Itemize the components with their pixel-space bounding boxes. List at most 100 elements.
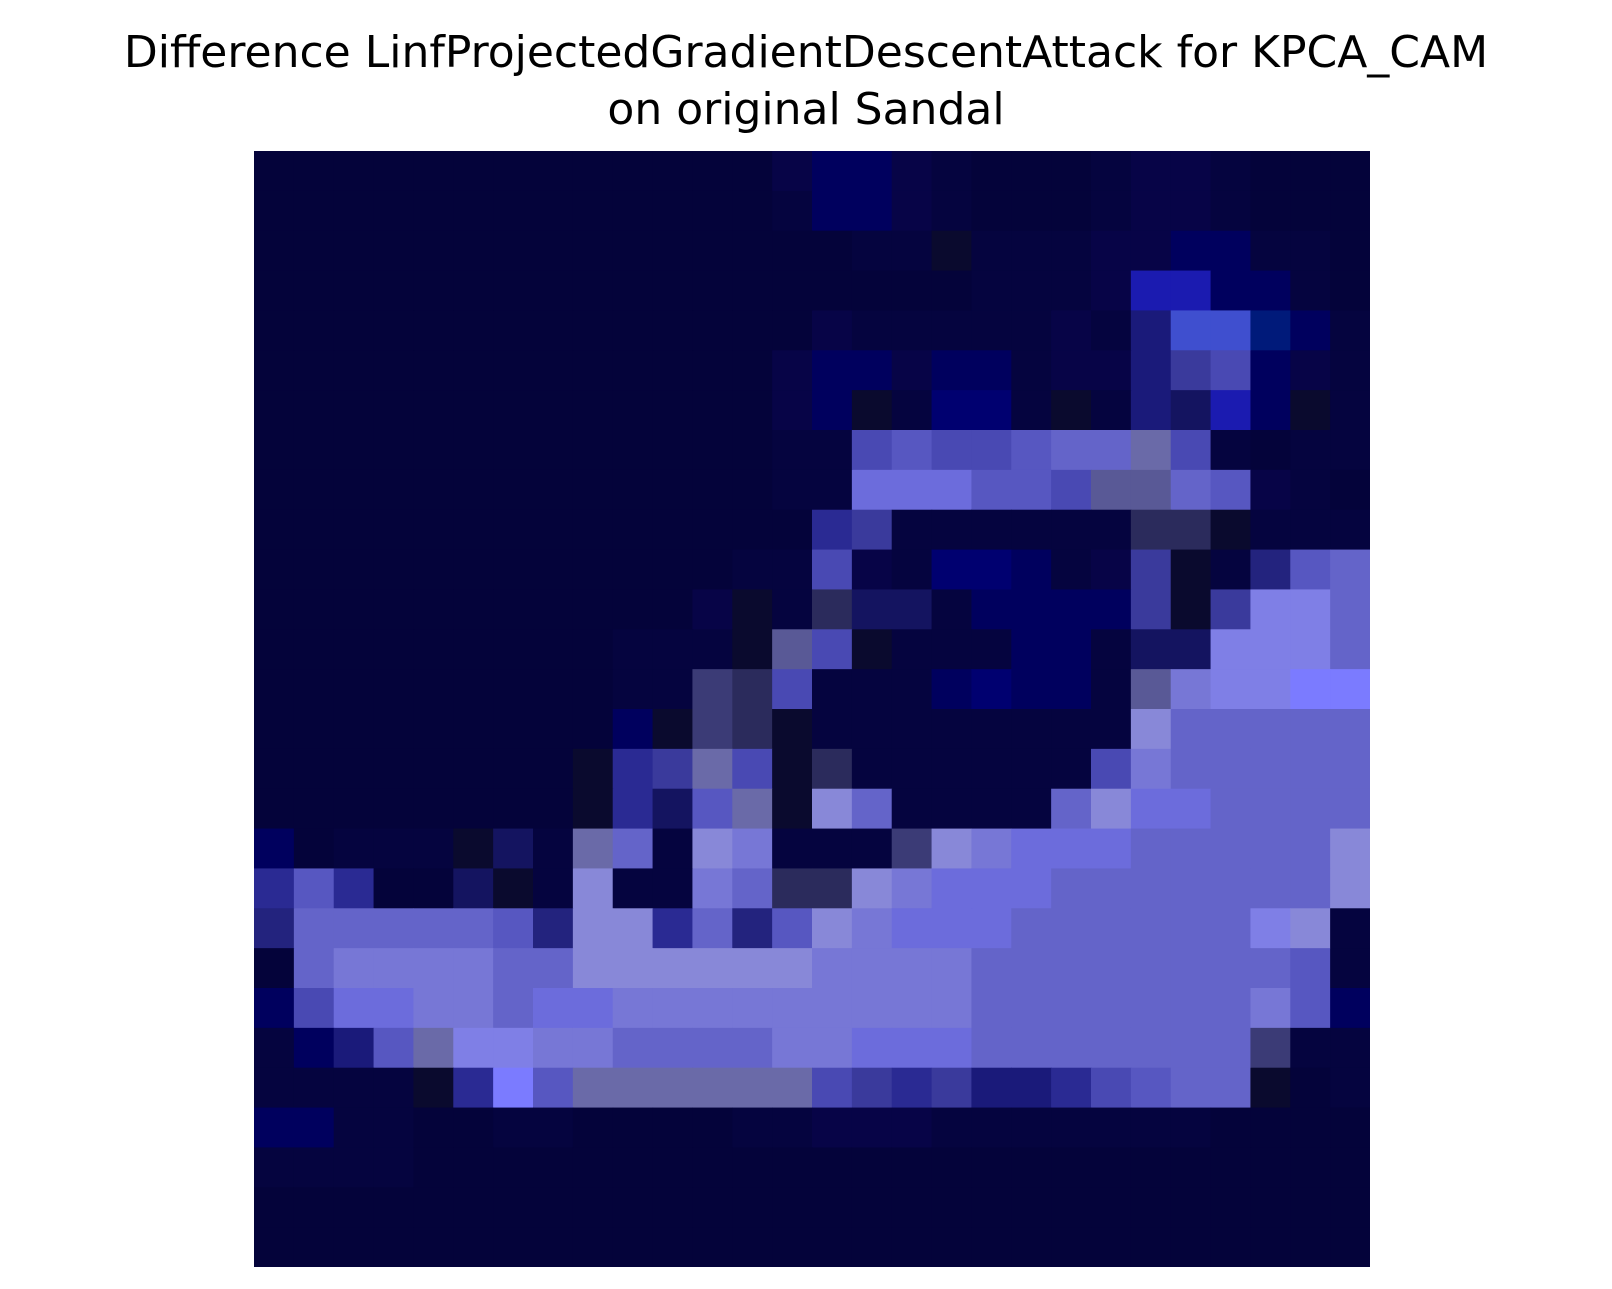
heatmap-cell — [1091, 868, 1132, 909]
heatmap-cell — [1290, 629, 1331, 670]
heatmap-cell — [1130, 310, 1172, 351]
heatmap-cell — [1170, 1067, 1212, 1109]
heatmap-cell — [1210, 828, 1252, 870]
heatmap-cell — [1011, 390, 1052, 431]
heatmap-cell — [772, 430, 813, 471]
heatmap-cell — [812, 469, 853, 511]
heatmap-cell — [931, 709, 973, 750]
heatmap-cell — [1130, 828, 1172, 870]
heatmap-cell — [1290, 1187, 1331, 1228]
heatmap-cell — [1210, 1027, 1252, 1069]
heatmap-cell — [1170, 748, 1212, 790]
heatmap-cell — [1250, 1187, 1291, 1228]
heatmap-cell — [533, 748, 574, 790]
heatmap-cell — [1091, 1147, 1132, 1188]
heatmap-cell — [293, 1107, 335, 1149]
heatmap-cell — [1290, 270, 1331, 312]
heatmap-cell — [971, 589, 1012, 630]
heatmap-cell — [1091, 908, 1132, 949]
heatmap-cell — [812, 230, 853, 272]
heatmap-cell — [1330, 748, 1370, 790]
heatmap-cell — [732, 310, 773, 351]
heatmap-cell — [1290, 151, 1331, 192]
heatmap-cell — [812, 1027, 853, 1069]
heatmap-cell — [1170, 469, 1212, 511]
heatmap-cell — [254, 669, 295, 710]
heatmap-cell — [533, 988, 574, 1029]
heatmap-cell — [1051, 350, 1092, 391]
heatmap-cell — [732, 948, 773, 989]
heatmap-cell — [772, 828, 813, 870]
heatmap-cell — [1051, 589, 1092, 630]
heatmap-cell — [1250, 669, 1291, 710]
heatmap-cell — [293, 669, 335, 710]
heatmap-cell — [1051, 1107, 1092, 1149]
heatmap-cell — [373, 788, 415, 830]
heatmap-cell — [493, 151, 534, 192]
heatmap-cell — [732, 549, 773, 591]
heatmap-cell — [891, 748, 933, 790]
heatmap-cell — [812, 549, 853, 591]
heatmap-cell — [812, 430, 853, 471]
heatmap-cell — [732, 1027, 773, 1069]
heatmap-cell — [612, 669, 654, 710]
heatmap-cell — [533, 469, 574, 511]
heatmap-cell — [931, 310, 973, 351]
heatmap-cell — [891, 469, 933, 511]
heatmap-cell — [732, 788, 773, 830]
heatmap-cell — [1011, 1027, 1052, 1069]
heatmap-cell — [891, 310, 933, 351]
heatmap-cell — [1210, 908, 1252, 949]
heatmap-cell — [692, 549, 733, 591]
heatmap-cell — [931, 788, 973, 830]
heatmap-cell — [293, 788, 335, 830]
heatmap-cell — [652, 350, 694, 391]
figure-title: Difference LinfProjectedGradientDescentA… — [0, 24, 1612, 138]
heatmap-cell — [732, 190, 773, 232]
heatmap-cell — [1210, 988, 1252, 1029]
heatmap-cell — [453, 908, 494, 949]
heatmap-cell — [1330, 788, 1370, 830]
heatmap-cell — [1210, 629, 1252, 670]
heatmap-cell — [851, 350, 893, 391]
heatmap-cell — [931, 669, 973, 710]
heatmap-cell — [1170, 988, 1212, 1029]
heatmap-cell — [692, 151, 733, 192]
heatmap-cell — [1250, 509, 1291, 551]
heatmap-cell — [971, 1227, 1012, 1267]
heatmap-cell — [533, 270, 574, 312]
heatmap-cell — [373, 430, 415, 471]
heatmap-cell — [772, 1227, 813, 1267]
heatmap-cell — [1170, 270, 1212, 312]
heatmap-cell — [891, 669, 933, 710]
heatmap-cell — [413, 469, 454, 511]
heatmap-cell — [293, 868, 335, 909]
heatmap-cell — [692, 948, 733, 989]
heatmap-cell — [931, 549, 973, 591]
heatmap-cell — [1170, 1027, 1212, 1069]
heatmap-cell — [971, 430, 1012, 471]
heatmap-cell — [572, 868, 614, 909]
heatmap-cell — [1250, 549, 1291, 591]
heatmap-cell — [1130, 230, 1172, 272]
heatmap-cell — [493, 948, 534, 989]
heatmap-cell — [333, 1187, 375, 1228]
heatmap-cell — [1170, 549, 1212, 591]
heatmap-cell — [1051, 868, 1092, 909]
heatmap-cell — [333, 908, 375, 949]
heatmap-cell — [612, 190, 654, 232]
heatmap-cell — [931, 509, 973, 551]
heatmap-cell — [572, 549, 614, 591]
heatmap-cell — [1250, 589, 1291, 630]
heatmap-cell — [1130, 788, 1172, 830]
heatmap-cell — [1250, 908, 1291, 949]
heatmap-cell — [1170, 310, 1212, 351]
heatmap-cell — [692, 589, 733, 630]
heatmap-cell — [373, 310, 415, 351]
heatmap-cell — [1051, 1147, 1092, 1188]
heatmap-cell — [333, 549, 375, 591]
heatmap-cell — [692, 469, 733, 511]
heatmap-cell — [1011, 1227, 1052, 1267]
heatmap-cell — [533, 828, 574, 870]
heatmap-cell — [851, 1147, 893, 1188]
